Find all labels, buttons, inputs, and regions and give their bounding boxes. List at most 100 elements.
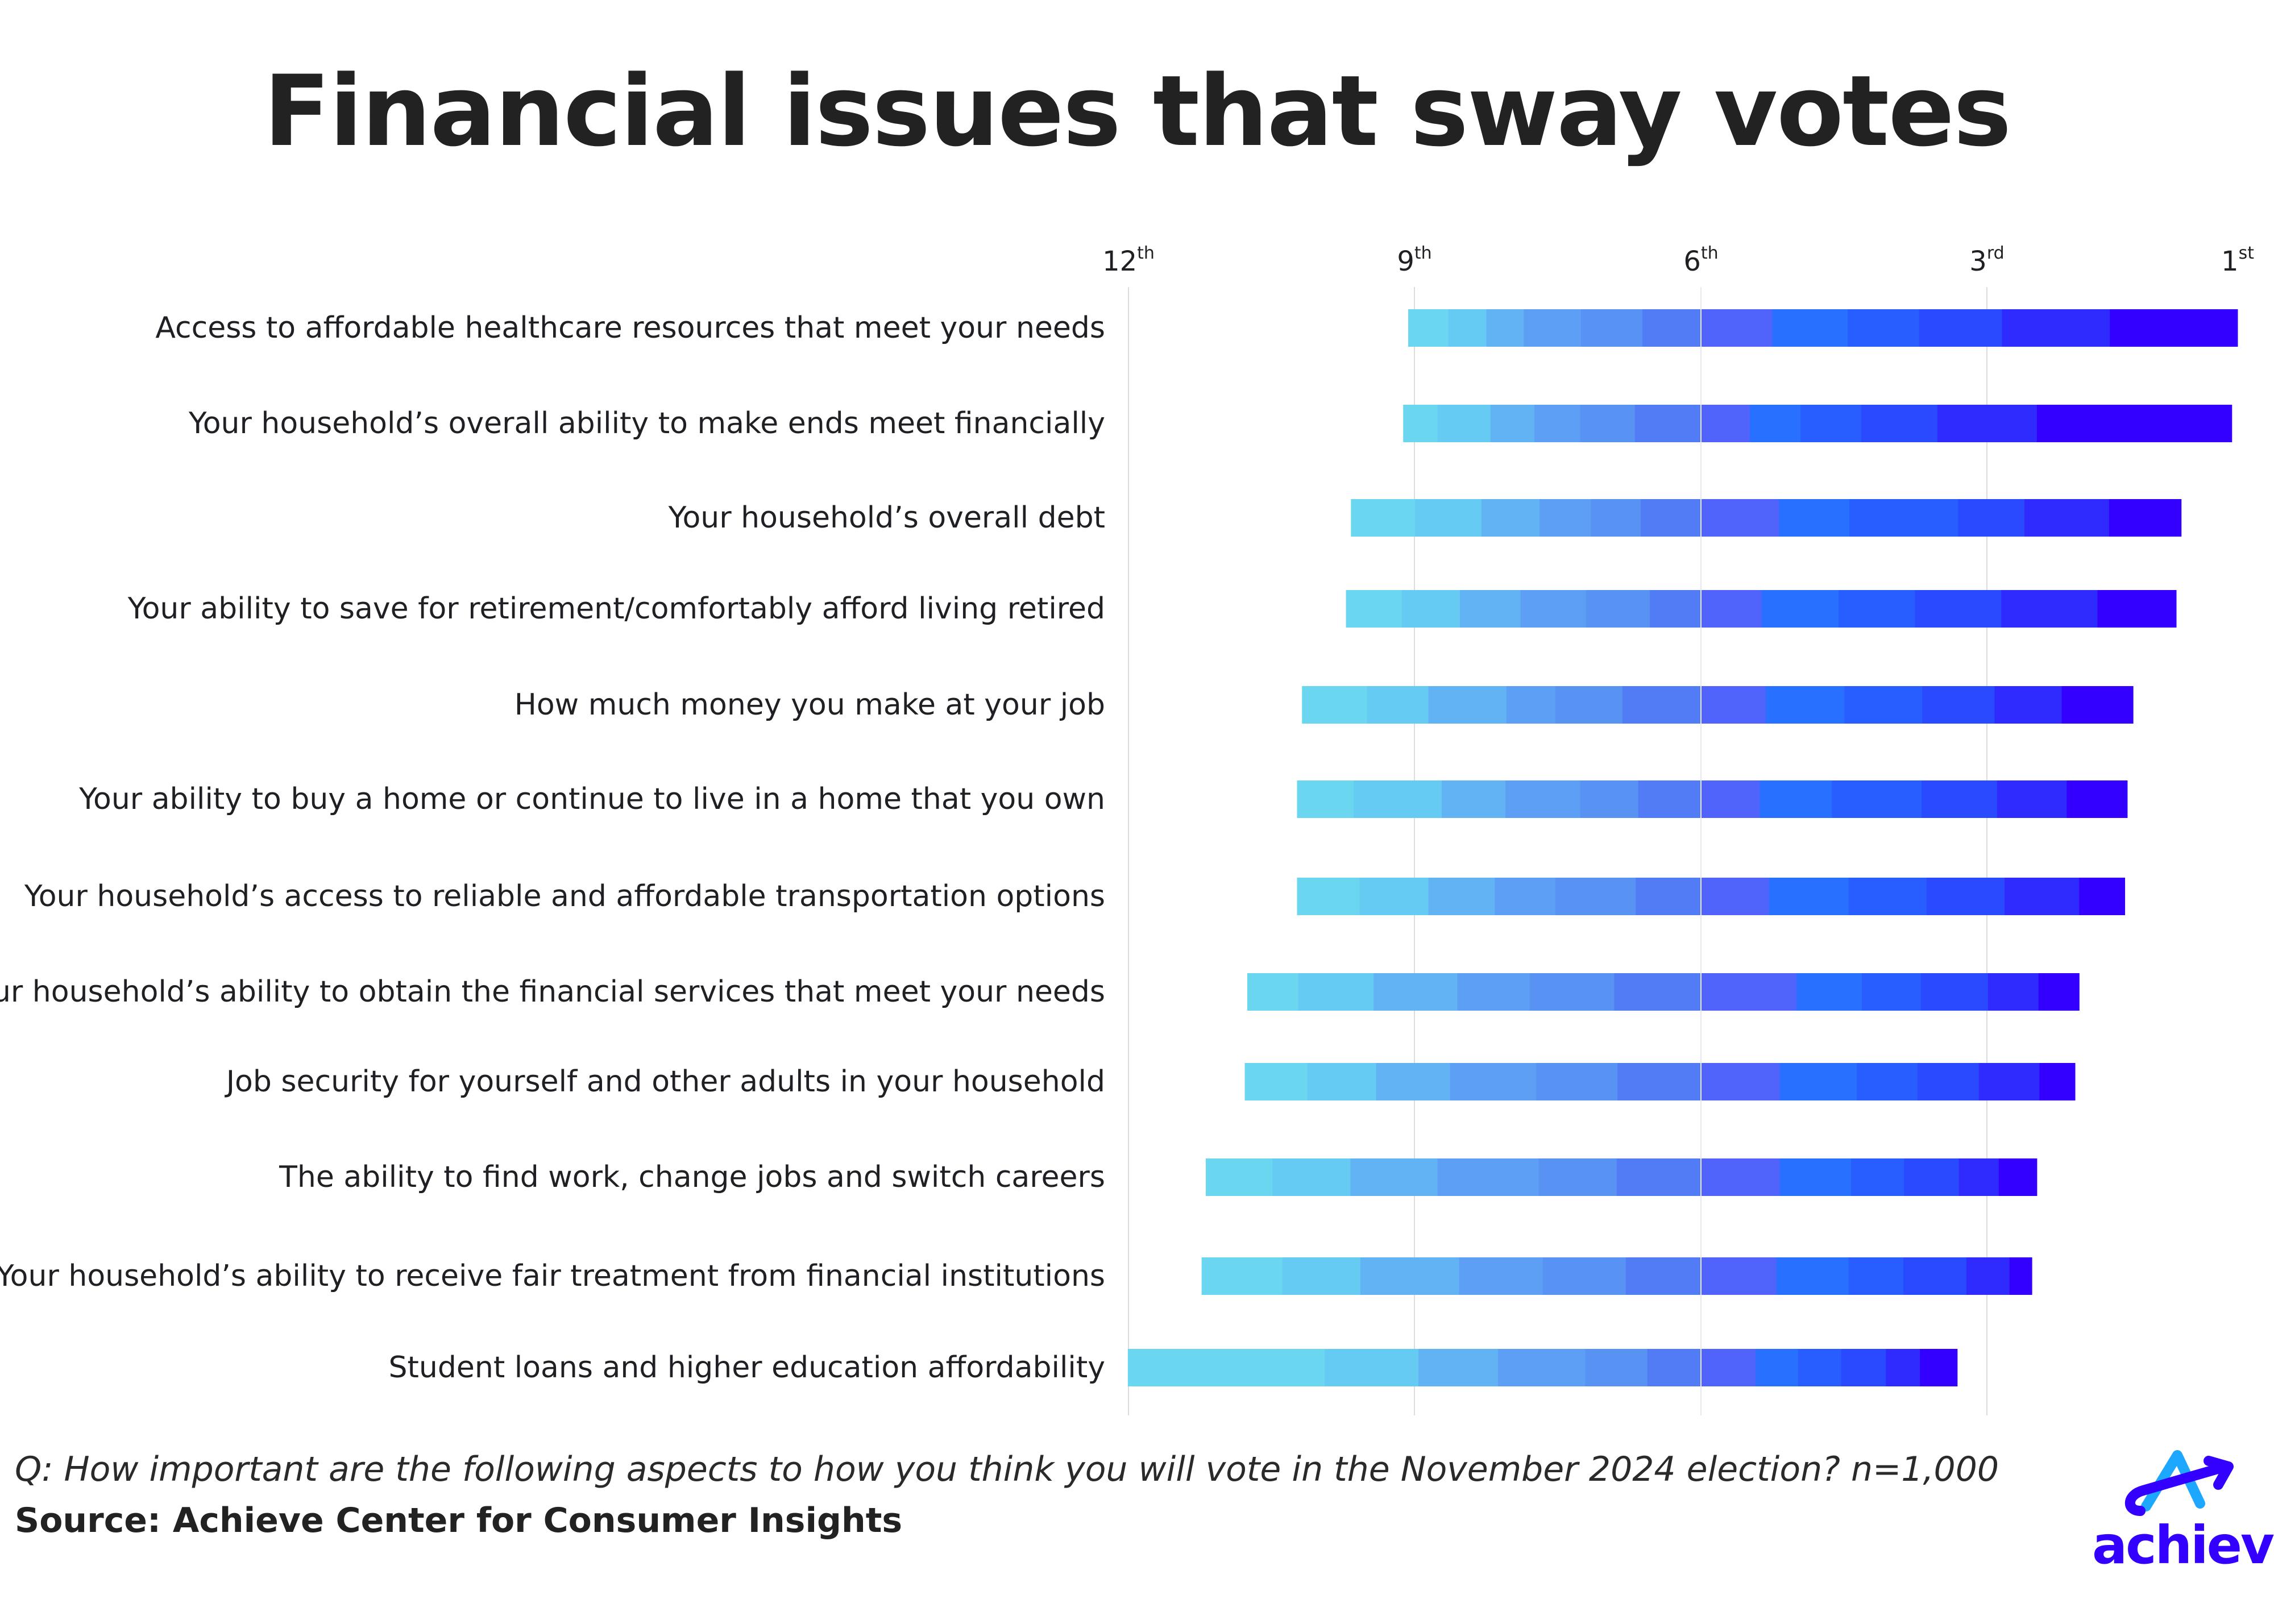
bar-row: [1247, 973, 2080, 1011]
bar-segment-rank-2nd: [2001, 590, 2098, 628]
bar-segment-rank-11th: [1359, 878, 1429, 915]
bar-segment-rank-10th: [1428, 686, 1507, 724]
bar-segment-rank-10th: [1428, 878, 1495, 915]
tick-suffix: st: [2238, 243, 2254, 263]
bar-segment-rank-1st: [2009, 1257, 2032, 1295]
bar-row: [1297, 780, 2128, 818]
bar-segment-rank-12th: [1201, 1257, 1283, 1295]
bar-segment-rank-4th: [1839, 590, 1915, 628]
bar-segment-rank-12th: [1205, 1158, 1273, 1196]
category-label: Access to affordable healthcare resource…: [155, 311, 1105, 345]
bar-segment-rank-12th: [1127, 1349, 1325, 1386]
bar-segment-rank-10th: [1486, 309, 1524, 347]
bar-segment-rank-8th: [1538, 1158, 1617, 1196]
category-label: Your ability to buy a home or continue t…: [79, 782, 1105, 816]
bar-segment-rank-9th: [1494, 878, 1555, 915]
bar-segment-rank-10th: [1441, 780, 1506, 818]
bar-segment-rank-8th: [1542, 1257, 1626, 1295]
bar-row: [1201, 1257, 2032, 1295]
bar-segment-rank-5th: [1776, 1257, 1849, 1295]
gridlines: [1128, 287, 1987, 1415]
bar-segment-rank-7th: [1622, 686, 1702, 724]
achieve-logo: achieve: [2092, 1444, 2274, 1576]
bar-segment-rank-1st: [2039, 1063, 2076, 1100]
bar-segment-rank-1st: [2079, 878, 2126, 915]
bar-segment-rank-3rd: [1922, 686, 1995, 724]
bar-segment-rank-7th: [1649, 590, 1702, 628]
bars: [1127, 287, 2238, 1415]
bar-segment-rank-9th: [1520, 590, 1586, 628]
bar-segment-rank-2nd: [1937, 405, 2038, 442]
bar-segment-rank-12th: [1351, 499, 1416, 537]
bar-segment-rank-6th: [1701, 1063, 1781, 1100]
tick-suffix: th: [1414, 243, 1432, 263]
bar-segment-rank-4th: [1848, 309, 1920, 347]
bar-segment-rank-4th: [1848, 1257, 1904, 1295]
bar-row: [1351, 499, 2182, 537]
bar-segment-rank-2nd: [1966, 1257, 2010, 1295]
bar-segment-rank-8th: [1555, 878, 1636, 915]
bar-segment-rank-8th: [1579, 405, 1635, 442]
bar-segment-rank-2nd: [1886, 1349, 1920, 1386]
bar-segment-rank-4th: [1832, 780, 1922, 818]
bar-segment-rank-8th: [1580, 309, 1642, 347]
bar-segment-rank-12th: [1297, 780, 1354, 818]
bar-segment-rank-9th: [1497, 1349, 1586, 1386]
bar-segment-rank-6th: [1701, 405, 1750, 442]
bar-row: [1244, 1063, 2076, 1100]
bar-row: [1403, 405, 2232, 442]
achieve-wordmark: achieve: [2092, 1515, 2274, 1576]
achieve-arrow-icon: [2124, 1450, 2234, 1516]
survey-question: Q: How important are the following aspec…: [15, 1449, 1999, 1489]
tick-suffix: th: [1137, 243, 1155, 263]
bar-segment-rank-8th: [1590, 499, 1641, 537]
bar-segment-rank-7th: [1616, 1158, 1702, 1196]
bar-segment-rank-3rd: [1861, 405, 1938, 442]
bar-segment-rank-12th: [1297, 878, 1360, 915]
bar-segment-rank-10th: [1481, 499, 1539, 537]
tick-number: 3: [1969, 246, 1987, 277]
bar-segment-rank-9th: [1534, 405, 1580, 442]
bar-segment-rank-10th: [1376, 1063, 1450, 1100]
bar-segment-rank-12th: [1247, 973, 1298, 1011]
bar-segment-rank-10th: [1360, 1257, 1459, 1295]
bar-segment-rank-5th: [1772, 309, 1848, 347]
tick-number: 6: [1683, 246, 1701, 277]
bar-segment-rank-9th: [1505, 780, 1580, 818]
bar-segment-rank-3rd: [1926, 878, 2005, 915]
bar-segment-rank-9th: [1437, 1158, 1539, 1196]
bar-segment-rank-2nd: [1994, 686, 2063, 724]
bar-segment-rank-10th: [1418, 1349, 1499, 1386]
bar-segment-rank-7th: [1647, 1349, 1702, 1386]
bar-segment-rank-9th: [1523, 309, 1581, 347]
tick-number: 9: [1397, 246, 1414, 277]
bar-segment-rank-6th: [1701, 499, 1779, 537]
bar-segment-rank-3rd: [1841, 1349, 1886, 1386]
bar-segment-rank-1st: [1920, 1349, 1958, 1386]
bar-segment-rank-4th: [1800, 405, 1862, 442]
bar-segment-rank-6th: [1701, 309, 1773, 347]
bar-segment-rank-12th: [1346, 590, 1402, 628]
bar-segment-rank-11th: [1324, 1349, 1418, 1386]
category-label: Your ability to save for retirement/comf…: [127, 592, 1105, 626]
x-tick-label: 12th: [1102, 243, 1155, 277]
bar-segment-rank-9th: [1506, 686, 1555, 724]
bar-segment-rank-2nd: [2004, 878, 2080, 915]
bar-row: [1302, 686, 2134, 724]
bar-row: [1205, 1158, 2038, 1196]
bar-segment-rank-6th: [1701, 686, 1766, 724]
bar-segment-rank-1st: [2109, 499, 2182, 537]
bar-segment-rank-3rd: [1919, 309, 2003, 347]
bar-segment-rank-1st: [2036, 405, 2232, 442]
bar-segment-rank-6th: [1701, 1158, 1781, 1196]
bar-segment-rank-5th: [1779, 1158, 1852, 1196]
category-label: Job security for yourself and other adul…: [226, 1065, 1105, 1099]
bar-segment-rank-5th: [1760, 780, 1833, 818]
bar-segment-rank-12th: [1408, 309, 1449, 347]
x-tick-label: 3rd: [1969, 243, 2004, 277]
bar-segment-rank-2nd: [1997, 780, 2067, 818]
bar-segment-rank-1st: [2066, 780, 2128, 818]
bar-segment-rank-6th: [1701, 590, 1762, 628]
category-label: Your household’s ability to receive fair…: [0, 1259, 1105, 1293]
